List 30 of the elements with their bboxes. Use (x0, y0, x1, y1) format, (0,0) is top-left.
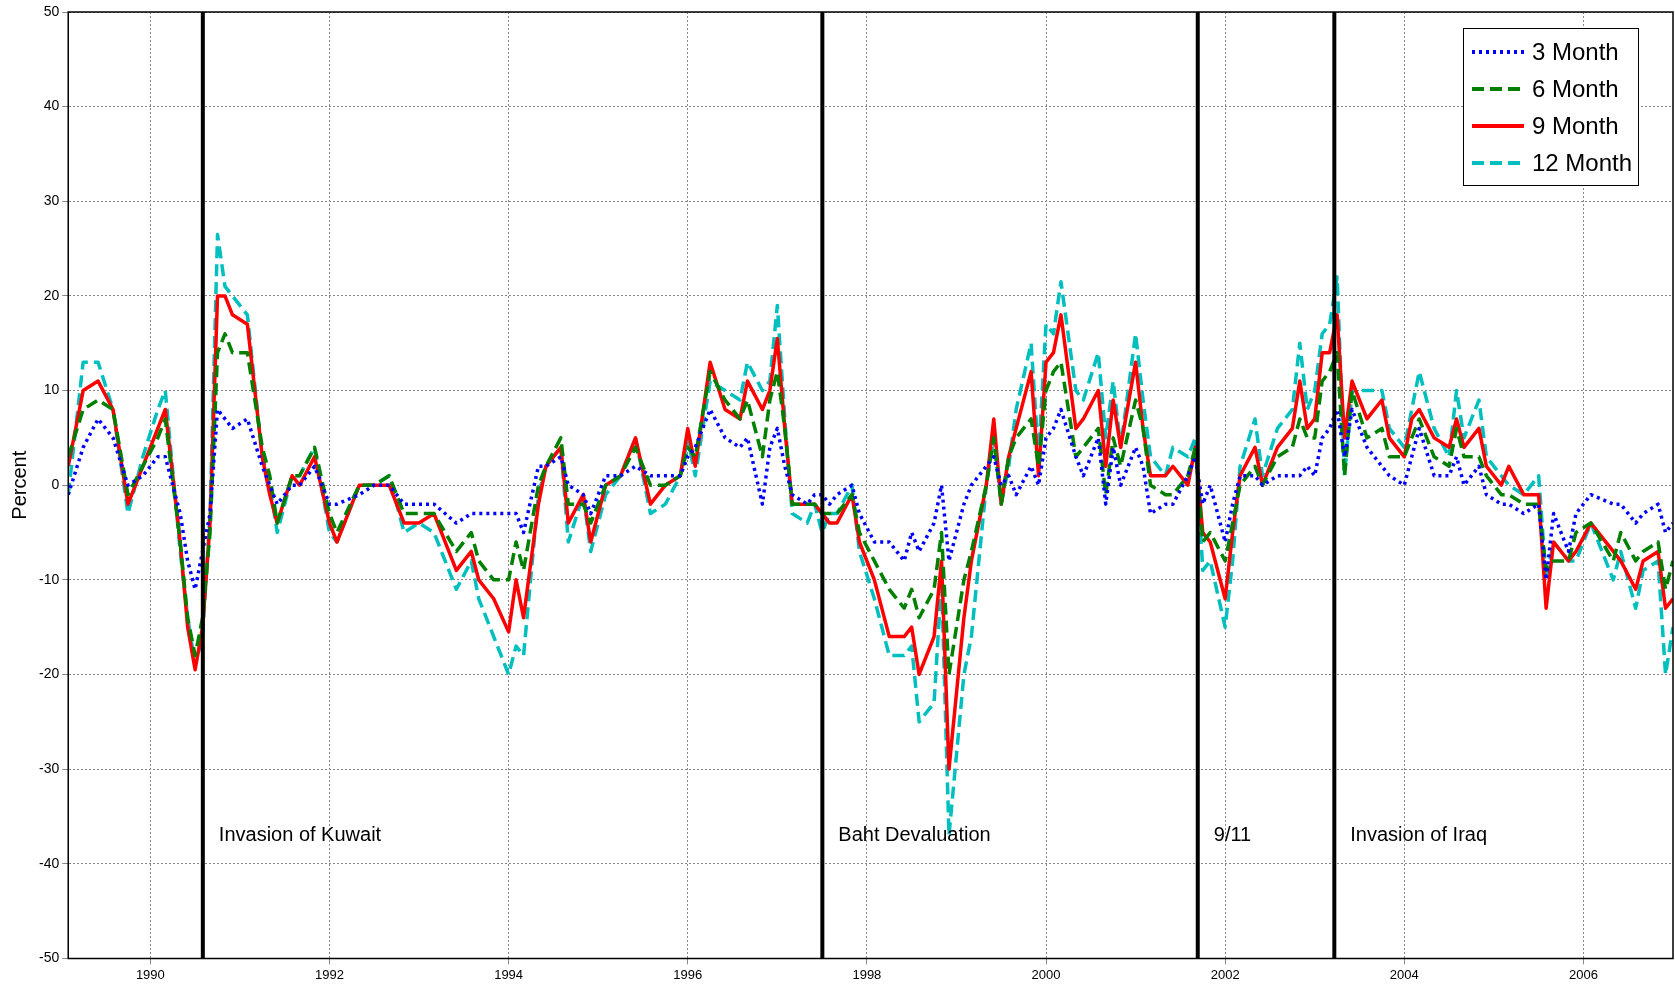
x-tick-label: 2002 (1210, 966, 1240, 982)
line-series (68, 332, 1673, 677)
y-tick-label: -20 (39, 665, 60, 682)
y-tick-label: -10 (39, 570, 60, 587)
x-tick-label: 2006 (1568, 966, 1598, 982)
ref-line-label: Baht Devaluation (838, 822, 991, 845)
y-axis-title: Percent (7, 450, 30, 520)
x-tick-label: 1990 (135, 966, 165, 982)
legend-label: 9 Month (1531, 111, 1619, 140)
legend-label: 6 Month (1531, 74, 1619, 103)
y-tick-label: -50 (39, 949, 60, 966)
y-tick-label: 50 (43, 2, 60, 19)
y-tick-label: 20 (43, 286, 60, 303)
x-tick-label: 1996 (673, 966, 703, 982)
x-tick-label: 1992 (315, 966, 344, 982)
y-tick-label: -40 (39, 854, 60, 871)
y-tick-label: 10 (43, 381, 60, 398)
legend-label: 3 Month (1531, 37, 1619, 66)
x-tick-label: 1998 (852, 966, 882, 982)
y-tick-label: 30 (43, 192, 60, 209)
x-tick-label: 2000 (1031, 966, 1061, 982)
ref-line-label: Invasion of Iraq (1350, 822, 1488, 845)
legend-label: 12 Month (1531, 148, 1632, 177)
y-tick-label: 0 (51, 476, 60, 493)
x-tick-label: 2004 (1389, 966, 1419, 982)
y-tick-label: -30 (39, 759, 60, 776)
x-tick-label: 1994 (494, 966, 524, 982)
ref-line-label: Invasion of Kuwait (218, 822, 382, 845)
y-tick-label: 40 (43, 97, 60, 114)
ref-line-label: 9/11 (1213, 822, 1252, 845)
